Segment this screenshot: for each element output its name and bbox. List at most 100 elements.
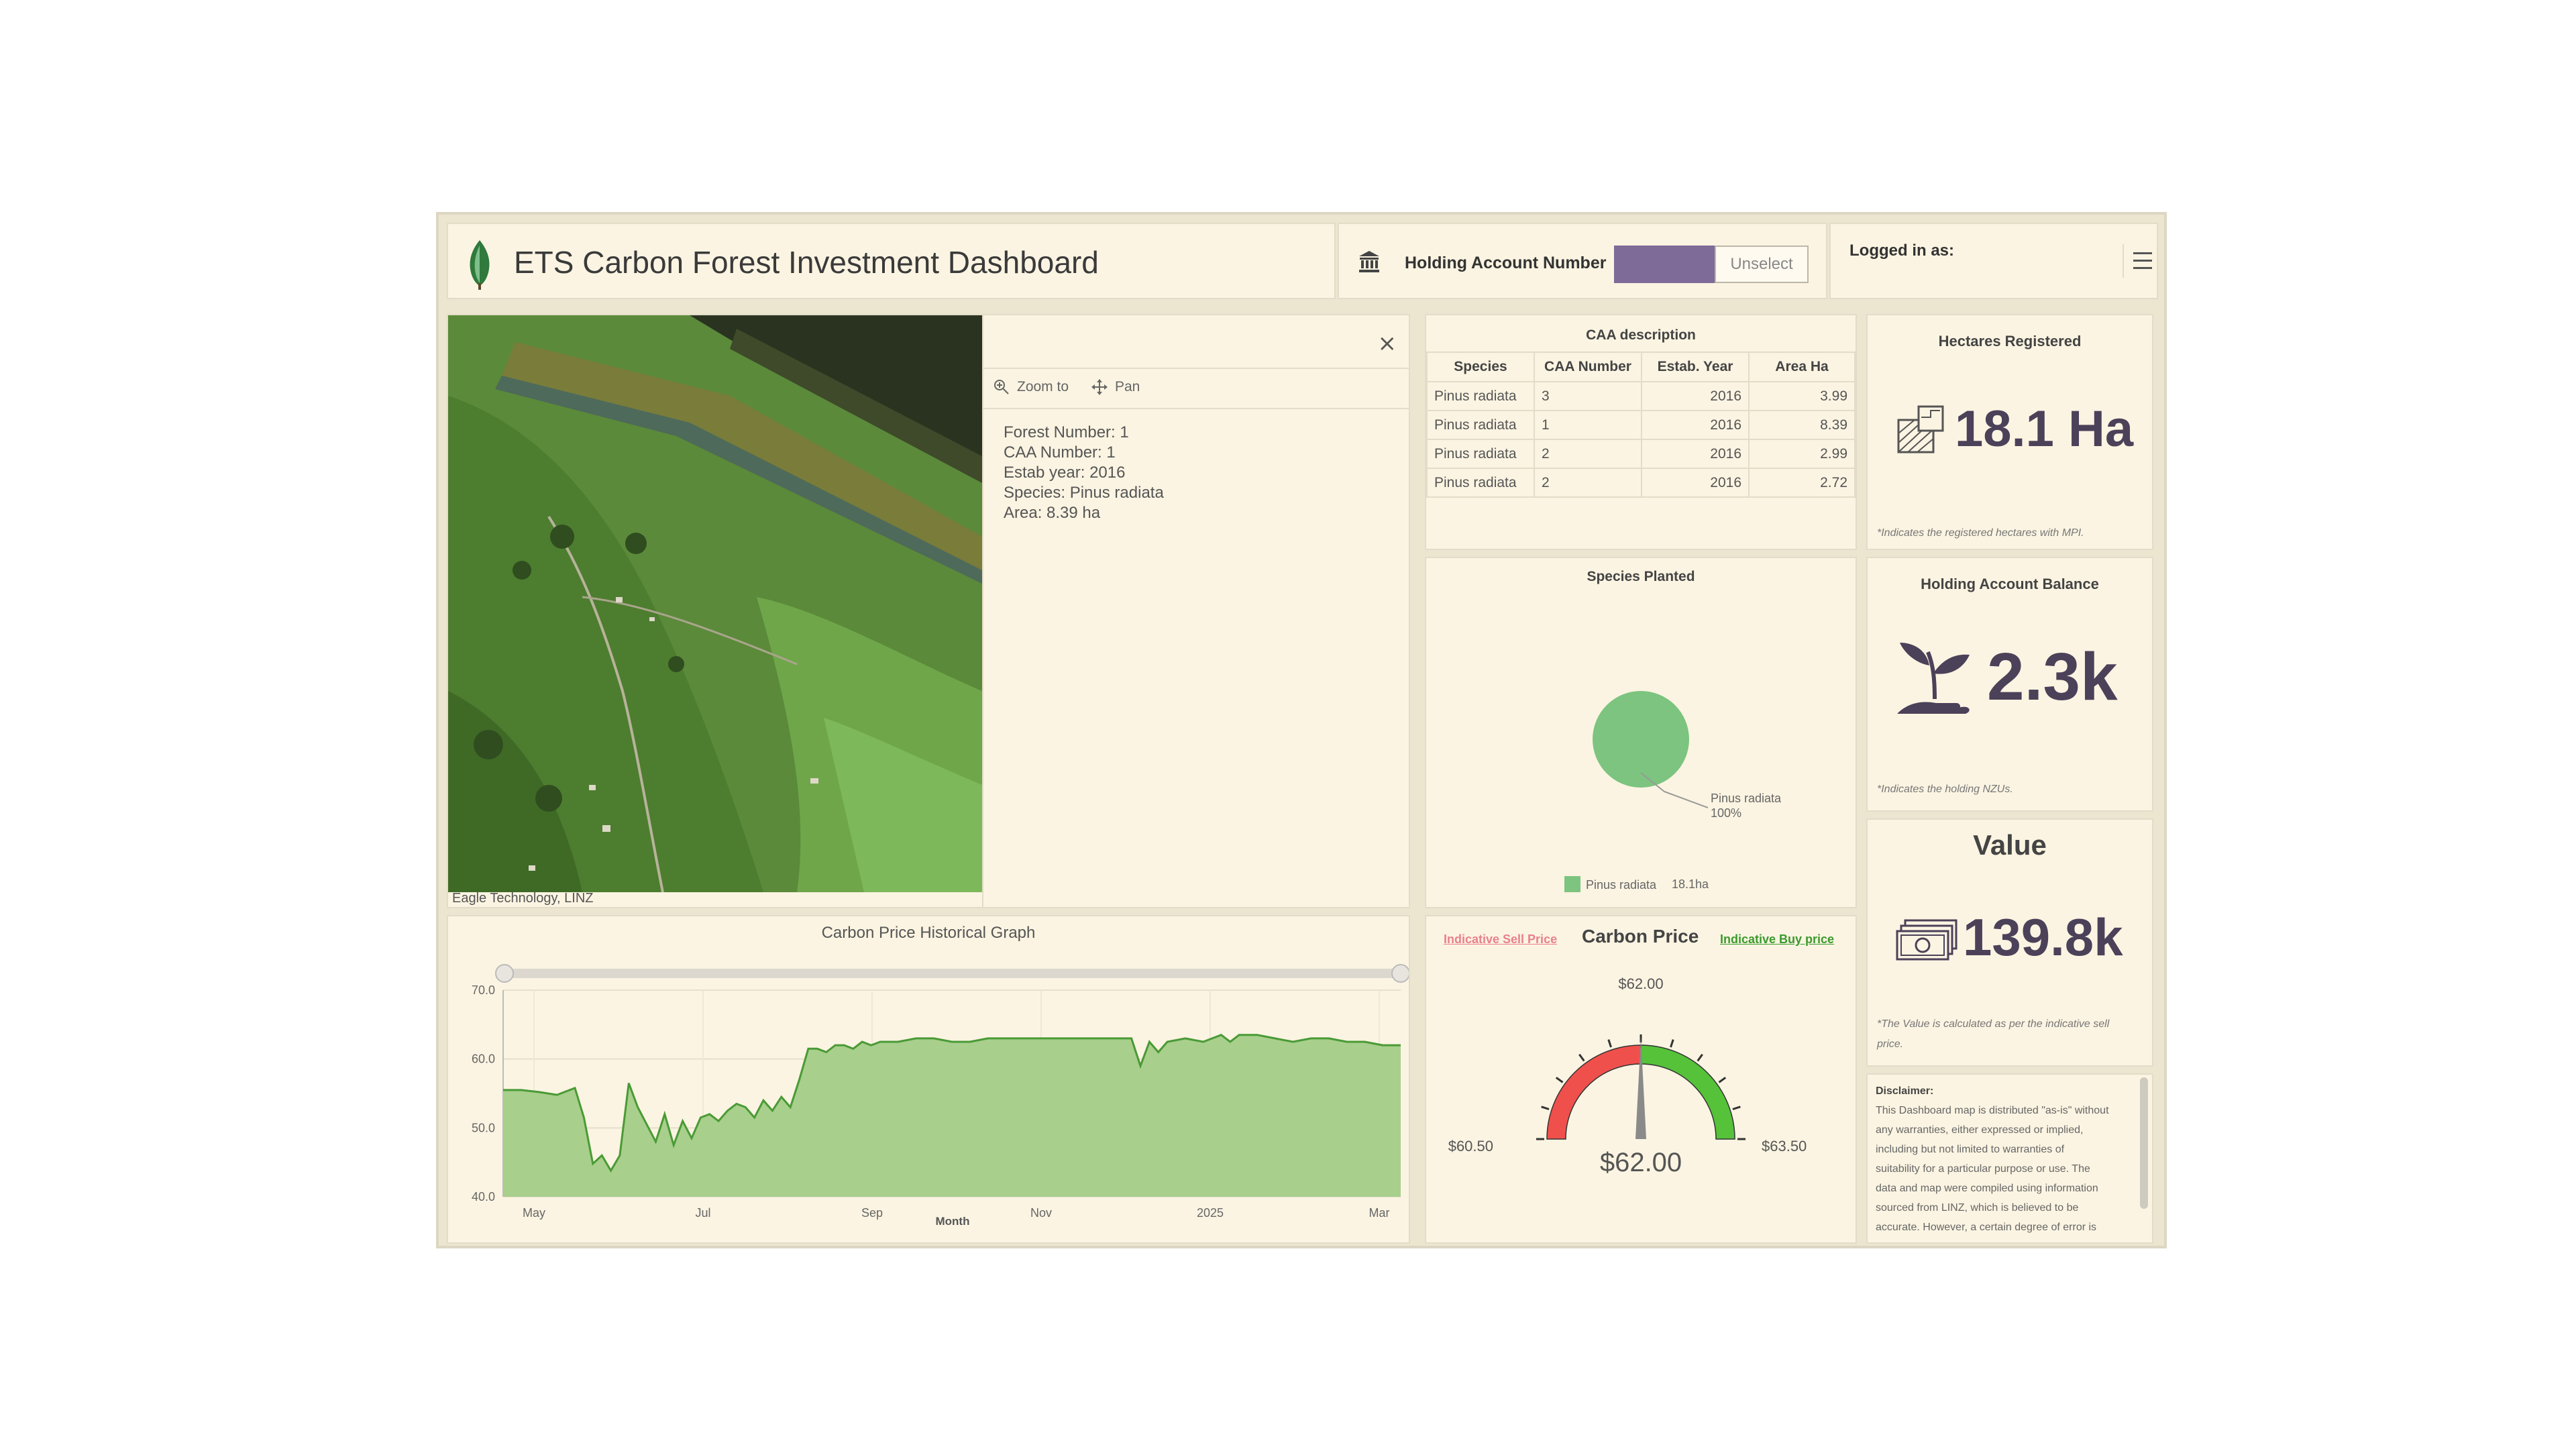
popup-close-icon[interactable]: × xyxy=(1377,330,1397,357)
balance-title: Holding Account Balance xyxy=(1921,576,2099,592)
price-area xyxy=(503,1034,1401,1197)
species-pie-chart[interactable]: Pinus radiata 100% Pinus radiata 18.1ha xyxy=(1426,558,1856,907)
x-tick-label: 2025 xyxy=(1197,1206,1224,1220)
table-row[interactable]: Pinus radiata 1 2016 8.39 xyxy=(1426,410,1856,440)
indicative-buy-link[interactable]: Indicative Buy price xyxy=(1720,932,1835,946)
x-axis-label: Month xyxy=(936,1215,970,1228)
disclaimer-line: This Dashboard map is distributed "as-is… xyxy=(1876,1105,2109,1116)
gauge-tick xyxy=(1670,1039,1674,1048)
hectares-note: *Indicates the registered hectares with … xyxy=(1877,527,2084,539)
gauge-tick xyxy=(1718,1077,1727,1083)
gauge-tick xyxy=(1578,1053,1585,1062)
gauge-tick xyxy=(1607,1039,1612,1048)
gauge-tick xyxy=(1541,1106,1550,1110)
disclaimer-heading: Disclaimer: xyxy=(1876,1085,1934,1097)
map-attribution: Eagle Technology, LINZ xyxy=(452,891,594,906)
map-popup: × Zoom to Pan Forest Number: 1 CAA Numbe… xyxy=(982,315,1409,907)
table-row[interactable]: Pinus radiata 2 2016 2.99 xyxy=(1426,439,1856,469)
disclaimer-text: Disclaimer: This Dashboard map is distri… xyxy=(1876,1081,2137,1237)
column-header[interactable]: Area Ha xyxy=(1748,352,1856,382)
map-panel[interactable]: Eagle Technology, LINZ × Zoom to Pan For… xyxy=(447,314,1410,908)
disclaimer-line: accurate. However, a certain degree of e… xyxy=(1876,1222,2097,1233)
time-range-slider-track[interactable] xyxy=(502,969,1403,978)
popup-toolbar: Zoom to Pan xyxy=(983,368,1409,409)
zoom-to-label: Zoom to xyxy=(1017,379,1069,394)
column-header[interactable]: Species xyxy=(1426,352,1535,382)
popup-line-species: Species: Pinus radiata xyxy=(1004,484,1164,502)
zoom-to-button[interactable]: Zoom to xyxy=(993,378,1069,396)
x-tick-label: Sep xyxy=(861,1206,883,1220)
table-cell: Pinus radiata xyxy=(1426,439,1535,469)
disclaimer-line: suitability for a particular purpose or … xyxy=(1876,1163,2090,1175)
disclaimer-scrollbar[interactable] xyxy=(2140,1077,2148,1209)
gauge-buy-arc xyxy=(1640,1044,1735,1140)
price-line xyxy=(503,1033,1401,1173)
value-amount: 139.8k xyxy=(1963,908,2123,967)
caa-table-title: CAA description xyxy=(1586,327,1696,343)
table-row[interactable]: Pinus radiata 2 2016 2.72 xyxy=(1426,468,1856,498)
value-note-line: *The Value is calculated as per the indi… xyxy=(1877,1018,2110,1030)
chart-title: Carbon Price Historical Graph xyxy=(822,924,1036,942)
pan-icon xyxy=(1091,379,1108,395)
logged-in-label: Logged in as: xyxy=(1849,241,1954,260)
disclaimer-line: including but not limited to warranties … xyxy=(1876,1144,2065,1155)
value-note-line: price. xyxy=(1877,1038,1904,1050)
hamburger-menu-icon[interactable] xyxy=(2123,244,2152,278)
table-cell: 2016 xyxy=(1641,468,1750,498)
table-cell: Pinus radiata xyxy=(1426,410,1535,440)
dashboard-frame: ETS Carbon Forest Investment Dashboard H… xyxy=(436,212,2167,1248)
balance-note: *Indicates the holding NZUs. xyxy=(1877,784,2013,795)
gauge-max-label: $63.50 xyxy=(1762,1138,1807,1155)
disclaimer-card[interactable]: Disclaimer: This Dashboard map is distri… xyxy=(1866,1073,2153,1244)
indicative-sell-link[interactable]: Indicative Sell Price xyxy=(1444,932,1558,946)
tree-logo-icon xyxy=(470,240,490,290)
disclaimer-line: data and map were compiled using informa… xyxy=(1876,1183,2098,1194)
slider-handle-end[interactable] xyxy=(1391,964,1409,983)
gauge-sell-arc xyxy=(1546,1044,1642,1140)
zoom-icon xyxy=(994,380,1009,394)
gauge-top-label: $62.00 xyxy=(1618,975,1663,992)
slider-handle-start[interactable] xyxy=(495,964,514,983)
table-cell: 3 xyxy=(1534,381,1642,411)
y-tick-label: 40.0 xyxy=(472,1190,495,1203)
land-parcel-icon xyxy=(1897,405,1944,453)
pie-slice-label: Pinus radiata xyxy=(1711,792,1782,805)
gauge-tick xyxy=(1555,1077,1564,1083)
pie-slice-pinus-radiata[interactable] xyxy=(1593,691,1689,788)
table-cell: 2 xyxy=(1534,468,1642,498)
column-header[interactable]: CAA Number xyxy=(1534,352,1642,382)
carbon-price-gauge: $62.00 $60.50 $63.50 $62.00 xyxy=(1448,975,1807,1177)
satellite-map[interactable] xyxy=(448,315,982,892)
pie-slice-percent: 100% xyxy=(1711,806,1741,820)
table-cell: Pinus radiata xyxy=(1426,381,1535,411)
column-header[interactable]: Estab. Year xyxy=(1641,352,1750,382)
x-tick-label: Mar xyxy=(1369,1206,1390,1220)
table-cell: 1 xyxy=(1534,410,1642,440)
y-tick-label: 50.0 xyxy=(472,1121,495,1134)
pan-button[interactable]: Pan xyxy=(1091,378,1140,396)
y-tick-label: 70.0 xyxy=(472,983,495,997)
header-title-bar: ETS Carbon Forest Investment Dashboard xyxy=(447,223,1336,299)
hectares-value: 18.1 Ha xyxy=(1955,400,2134,458)
legend-swatch xyxy=(1564,876,1580,892)
disclaimer-line: any warranties, either expressed or impl… xyxy=(1876,1124,2084,1136)
value-title: Value xyxy=(1973,829,2047,861)
popup-line-caa: CAA Number: 1 xyxy=(1004,443,1116,462)
gauge-tick xyxy=(1732,1106,1741,1110)
table-cell: 3.99 xyxy=(1748,381,1856,411)
species-planted-card: Species Planted Pinus radiata 100% Pinus… xyxy=(1425,557,1857,908)
table-row[interactable]: Pinus radiata 3 2016 3.99 xyxy=(1426,381,1856,411)
unselect-button[interactable]: Unselect xyxy=(1715,246,1809,283)
account-selector-bar: Holding Account Number Unselect xyxy=(1338,223,1827,299)
x-tick-label: Jul xyxy=(695,1206,710,1220)
pie-leader-line xyxy=(1640,772,1709,808)
gauge-value-label: $62.00 xyxy=(1600,1148,1682,1177)
seedling-hand-icon xyxy=(1897,643,1970,714)
bank-icon xyxy=(1359,251,1379,272)
account-number-select[interactable] xyxy=(1614,246,1715,283)
x-tick-label: Nov xyxy=(1030,1206,1052,1220)
table-cell: 2.99 xyxy=(1748,439,1856,469)
carbon-price-chart[interactable]: Carbon Price Historical Graph 70.0 60.0 50… xyxy=(448,916,1409,1242)
species-title: Species Planted xyxy=(1587,569,1695,584)
account-label: Holding Account Number xyxy=(1405,254,1607,272)
